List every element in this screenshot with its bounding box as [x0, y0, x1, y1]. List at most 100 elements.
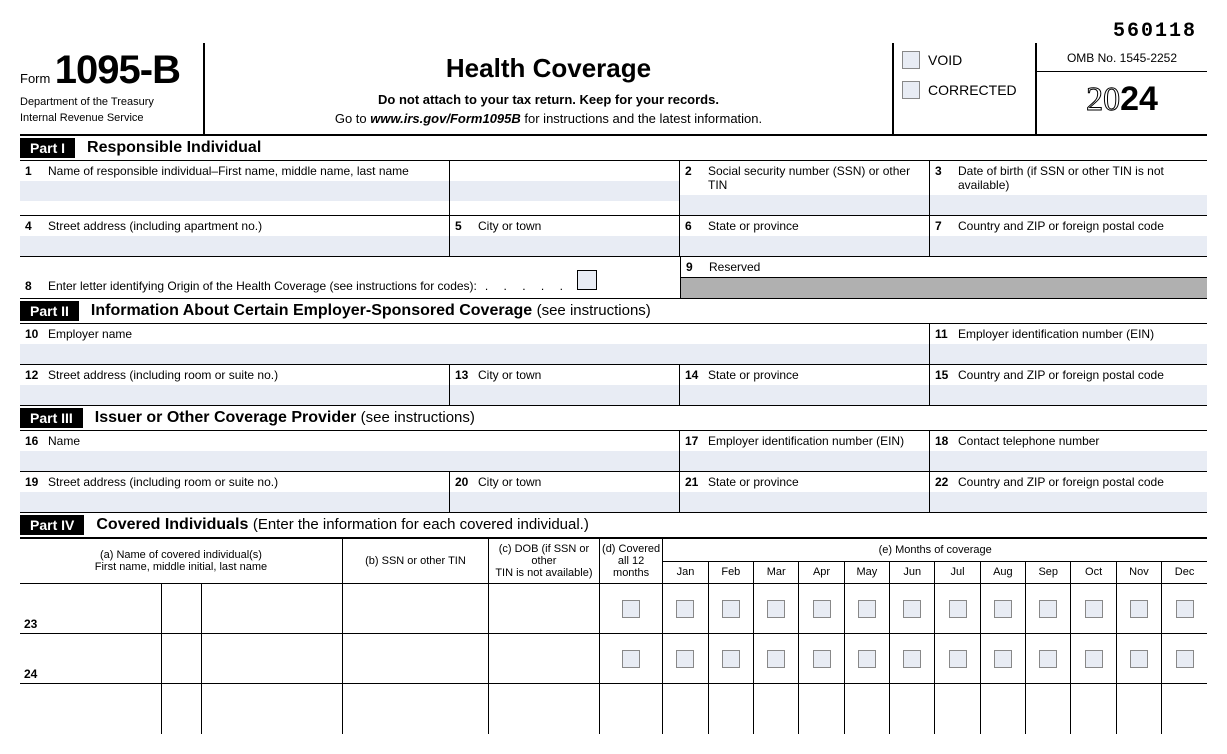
row23-mar[interactable]	[767, 600, 785, 618]
row24-lastname[interactable]	[201, 634, 342, 684]
month-apr: Apr	[799, 561, 844, 584]
row23-jul[interactable]	[949, 600, 967, 618]
corrected-checkbox[interactable]	[902, 81, 920, 99]
col-c-label: (c) DOB (if SSN or other	[491, 543, 597, 567]
part3-header: Part III Issuer or Other Coverage Provid…	[20, 406, 1207, 431]
field-2-input[interactable]	[680, 195, 929, 215]
form-word: Form	[20, 71, 50, 86]
row24-all12[interactable]	[622, 650, 640, 668]
row23-dob[interactable]	[489, 584, 600, 634]
field-10-input[interactable]	[20, 344, 929, 364]
form-code: 560118	[20, 20, 1207, 43]
month-feb: Feb	[708, 561, 753, 584]
row24-mi[interactable]	[161, 634, 201, 684]
row24-jun[interactable]	[903, 650, 921, 668]
row23-dec[interactable]	[1176, 600, 1194, 618]
row23-jun[interactable]	[903, 600, 921, 618]
month-sep: Sep	[1026, 561, 1071, 584]
field-15-input[interactable]	[930, 385, 1207, 405]
field-20-input[interactable]	[450, 492, 679, 512]
col-a-label: (a) Name of covered individual(s)	[22, 549, 340, 561]
field-1-lastname[interactable]	[450, 181, 679, 201]
field-18-label: Contact telephone number	[958, 434, 1099, 448]
field-8-label: Enter letter identifying Origin of the H…	[48, 279, 477, 293]
field-4-input[interactable]	[20, 236, 449, 256]
field-17-input[interactable]	[680, 451, 929, 471]
part4-header: Part IV Covered Individuals (Enter the i…	[20, 513, 1207, 538]
row23-nov[interactable]	[1130, 600, 1148, 618]
row24-mar[interactable]	[767, 650, 785, 668]
field-12-label: Street address (including room or suite …	[48, 368, 278, 382]
month-nov: Nov	[1116, 561, 1161, 584]
field-15-label: Country and ZIP or foreign postal code	[958, 368, 1164, 382]
dept-line2: Internal Revenue Service	[20, 111, 203, 125]
field-21-input[interactable]	[680, 492, 929, 512]
row24-oct[interactable]	[1085, 650, 1103, 668]
field-5-label: City or town	[478, 219, 541, 233]
part2-header: Part II Information About Certain Employ…	[20, 299, 1207, 324]
row24-jul[interactable]	[949, 650, 967, 668]
field-9-label: Reserved	[709, 260, 760, 274]
field-18-input[interactable]	[930, 451, 1207, 471]
row23-feb[interactable]	[722, 600, 740, 618]
subtitle-url: Go to www.irs.gov/Form1095B for instruct…	[205, 111, 892, 126]
field-6-input[interactable]	[680, 236, 929, 256]
month-dec: Dec	[1162, 561, 1207, 584]
corrected-label: CORRECTED	[928, 82, 1017, 98]
row23-aug[interactable]	[994, 600, 1012, 618]
field-19-label: Street address (including room or suite …	[48, 475, 278, 489]
row23-may[interactable]	[858, 600, 876, 618]
row23-ssn[interactable]	[342, 584, 488, 634]
row23-apr[interactable]	[813, 600, 831, 618]
field-19-input[interactable]	[20, 492, 449, 512]
field-22-input[interactable]	[930, 492, 1207, 512]
row24-dob[interactable]	[489, 634, 600, 684]
month-jul: Jul	[935, 561, 980, 584]
form-title: Health Coverage	[205, 53, 892, 84]
row23-sep[interactable]	[1039, 600, 1057, 618]
void-label: VOID	[928, 52, 962, 68]
row23-lastname[interactable]	[201, 584, 342, 634]
row24-feb[interactable]	[722, 650, 740, 668]
field-7-input[interactable]	[930, 236, 1207, 256]
field-17-label: Employer identification number (EIN)	[708, 434, 904, 448]
row23-oct[interactable]	[1085, 600, 1103, 618]
row-24: 24	[20, 634, 1207, 684]
col-d-label: (d) Covered	[602, 543, 660, 555]
col-e-label: (e) Months of coverage	[663, 539, 1207, 562]
row24-sep[interactable]	[1039, 650, 1057, 668]
field-1-label: Name of responsible individual–First nam…	[48, 164, 409, 178]
row23-mi[interactable]	[161, 584, 201, 634]
row24-jan[interactable]	[676, 650, 694, 668]
row24-nov[interactable]	[1130, 650, 1148, 668]
row24-may[interactable]	[858, 650, 876, 668]
field-14-label: State or province	[708, 368, 799, 382]
field-1-firstname[interactable]	[20, 181, 449, 201]
form-number: 1095-B	[55, 48, 180, 92]
month-mar: Mar	[754, 561, 799, 584]
subtitle-keep: Do not attach to your tax return. Keep f…	[205, 92, 892, 107]
row24-dec[interactable]	[1176, 650, 1194, 668]
void-checkbox[interactable]	[902, 51, 920, 69]
month-aug: Aug	[980, 561, 1025, 584]
part1-header: Part I Responsible Individual	[20, 136, 1207, 161]
month-jan: Jan	[663, 561, 708, 584]
row23-jan[interactable]	[676, 600, 694, 618]
row24-apr[interactable]	[813, 650, 831, 668]
field-11-input[interactable]	[930, 344, 1207, 364]
field-13-input[interactable]	[450, 385, 679, 405]
field-3-input[interactable]	[930, 195, 1207, 215]
field-20-label: City or town	[478, 475, 541, 489]
row24-ssn[interactable]	[342, 634, 488, 684]
field-4-label: Street address (including apartment no.)	[48, 219, 262, 233]
field-12-input[interactable]	[20, 385, 449, 405]
field-11-label: Employer identification number (EIN)	[958, 327, 1154, 341]
field-14-input[interactable]	[680, 385, 929, 405]
row24-aug[interactable]	[994, 650, 1012, 668]
row23-all12[interactable]	[622, 600, 640, 618]
field-8-input[interactable]	[577, 270, 597, 290]
field-5-input[interactable]	[450, 236, 679, 256]
month-oct: Oct	[1071, 561, 1116, 584]
field-7-label: Country and ZIP or foreign postal code	[958, 219, 1164, 233]
field-16-input[interactable]	[20, 451, 679, 471]
